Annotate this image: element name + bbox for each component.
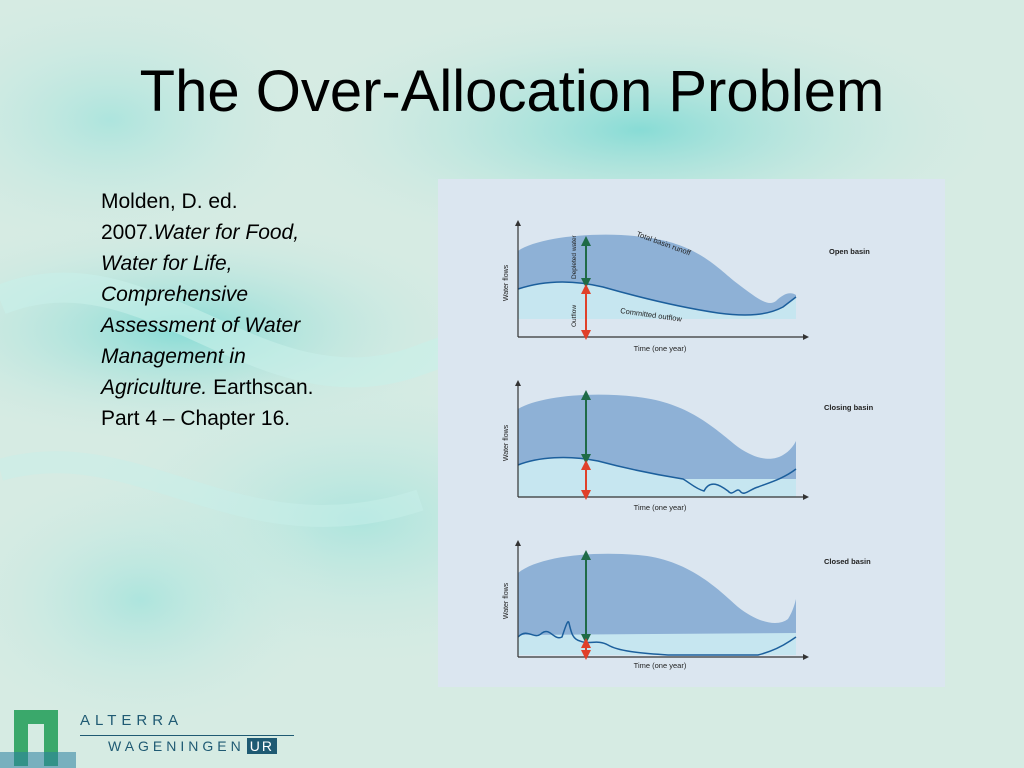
alterra-logo: ALTERRA WAGENINGEN UR <box>0 704 300 768</box>
logo-brand-name: ALTERRA <box>80 712 184 729</box>
outflow-line <box>517 621 797 656</box>
logo-subbrand-name: WAGENINGEN <box>108 738 245 754</box>
basin-diagram: Water flows Time (one year) Open basin T… <box>503 220 874 670</box>
runoff-area <box>518 553 796 639</box>
logo-divider <box>80 735 294 736</box>
x-axis-label: Time (one year) <box>634 503 687 512</box>
citation-period: . <box>201 376 208 399</box>
citation-lead: Molden, D. ed. 2007. <box>101 190 238 244</box>
committed-area <box>518 633 796 655</box>
y-axis-label: Water flows <box>503 424 510 461</box>
y-axis-label: Water flows <box>503 582 510 619</box>
citation-book-title: Water for Food, Water for Life, Comprehe… <box>101 221 301 399</box>
outflow-label: Outflow <box>571 305 578 327</box>
outflow-line <box>517 281 797 316</box>
x-axis-label: Time (one year) <box>634 344 687 353</box>
citation-text: Molden, D. ed. 2007.Water for Food, Wate… <box>101 186 351 434</box>
logo-subbrand: WAGENINGEN UR <box>108 738 277 754</box>
basin-figure: Water flows Time (one year) Open basin T… <box>438 179 945 687</box>
y-axis-label: Water flows <box>503 264 510 301</box>
logo-badge: UR <box>246 738 277 754</box>
panel-title: Open basin <box>829 247 870 256</box>
citation-publisher: Earthscan. Part 4 – Chapter 16. <box>101 376 314 430</box>
outflow-line <box>517 456 797 494</box>
x-axis-label: Time (one year) <box>634 661 687 670</box>
panel-closed-basin: Water flows Time (one year) Closed basin <box>503 540 871 670</box>
panel-closing-basin: Water flows Time (one year) Closing basi… <box>503 380 874 512</box>
panel-title: Closing basin <box>824 403 874 412</box>
panel-open-basin: Water flows Time (one year) Open basin T… <box>503 220 870 353</box>
panel-title: Closed basin <box>824 557 871 566</box>
depleted-label: Depleted water <box>571 234 578 279</box>
logo-mark-icon <box>0 710 76 768</box>
slide-title: The Over-Allocation Problem <box>139 59 885 124</box>
